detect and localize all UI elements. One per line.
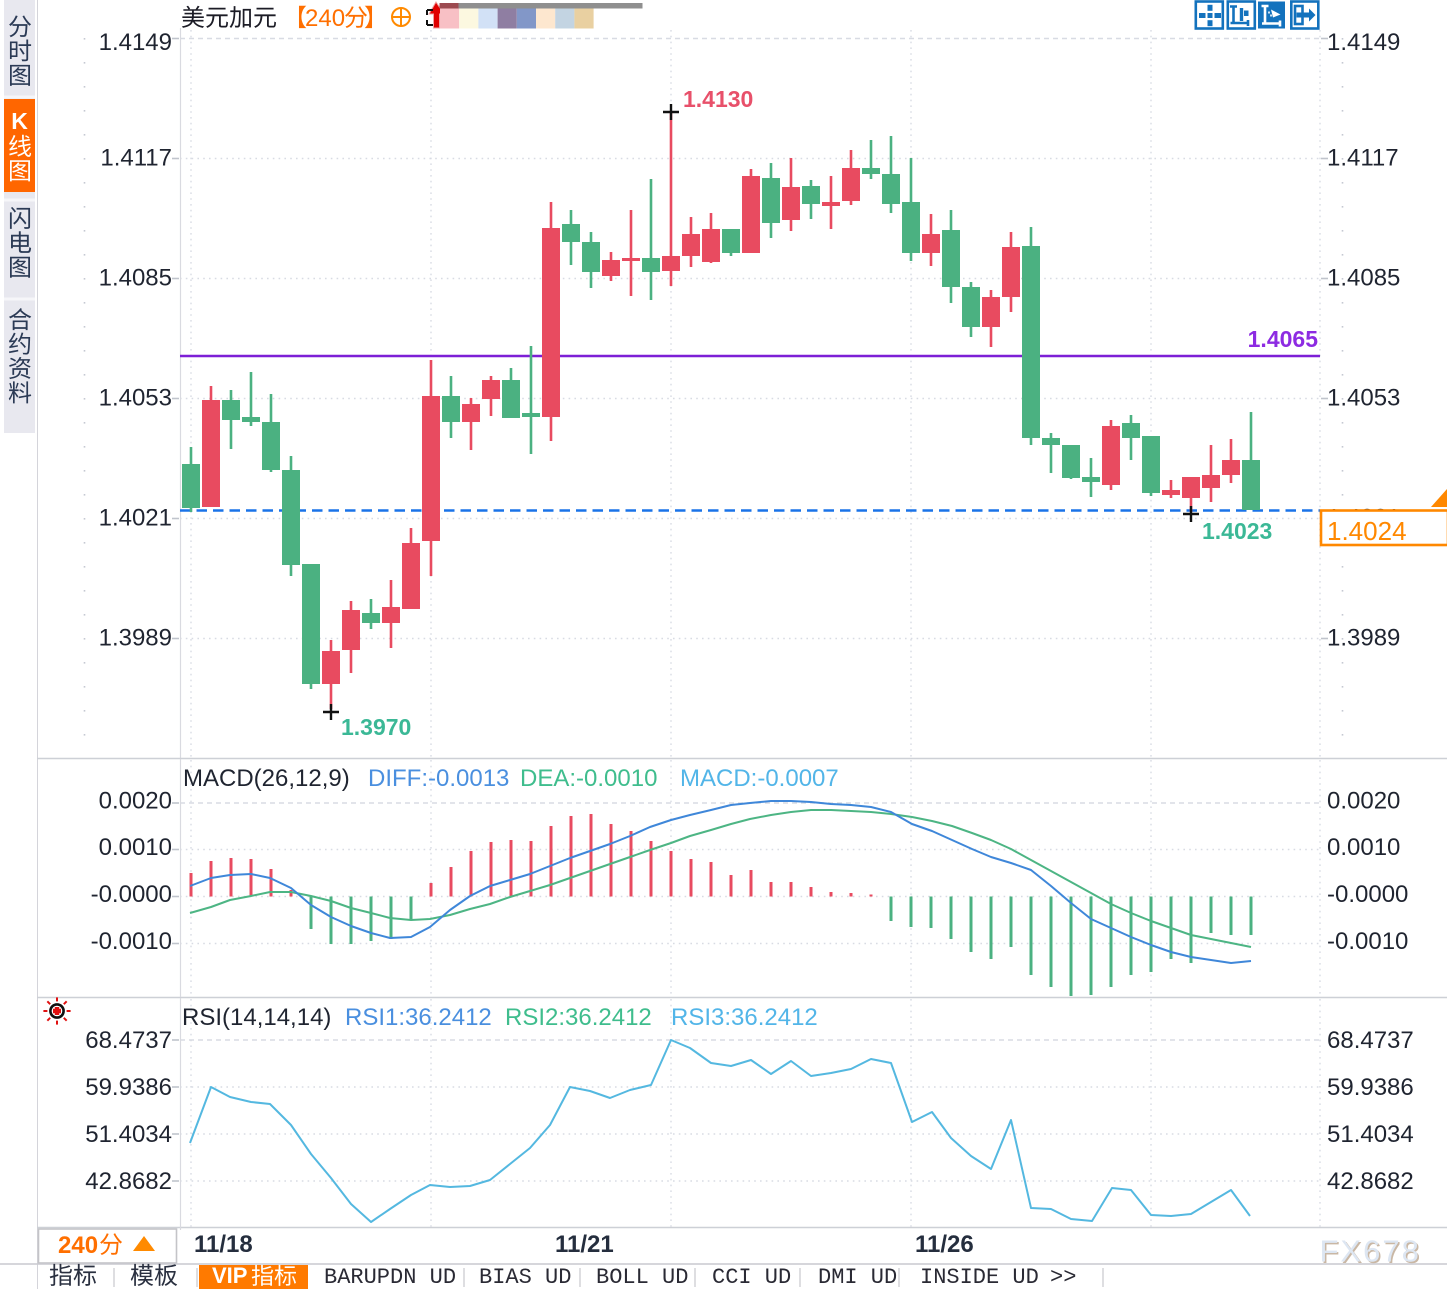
svg-text:0.0020: 0.0020 (99, 788, 172, 815)
svg-text:>>: >> (1050, 1265, 1076, 1289)
svg-text:1.4023: 1.4023 (1202, 518, 1272, 544)
svg-text:51.4034: 51.4034 (85, 1121, 172, 1148)
svg-text:51.4034: 51.4034 (1327, 1121, 1414, 1148)
svg-text:-0.0010: -0.0010 (91, 928, 172, 955)
svg-text:CCI UD: CCI UD (712, 1265, 791, 1289)
svg-text:42.8682: 42.8682 (1327, 1168, 1414, 1195)
svg-text:-0.0000: -0.0000 (91, 881, 172, 908)
svg-text:59.9386: 59.9386 (1327, 1074, 1414, 1101)
svg-text:0.0020: 0.0020 (1327, 788, 1400, 815)
svg-text:11/18: 11/18 (194, 1231, 253, 1258)
svg-text:DEA:-0.0010: DEA:-0.0010 (520, 765, 657, 792)
svg-text:1.4149: 1.4149 (99, 29, 172, 56)
svg-text:RSI1:36.2412: RSI1:36.2412 (345, 1004, 492, 1031)
svg-text:RSI3:36.2412: RSI3:36.2412 (671, 1004, 818, 1031)
svg-text:1.4117: 1.4117 (1327, 145, 1399, 172)
svg-text:240: 240 (58, 1232, 98, 1259)
svg-text:BARUPDN UD: BARUPDN UD (324, 1265, 456, 1289)
svg-text:1.4117: 1.4117 (100, 145, 172, 172)
svg-text:FX678: FX678 (1320, 1234, 1421, 1269)
svg-text:INSIDE UD: INSIDE UD (920, 1265, 1039, 1289)
svg-text:1.4024: 1.4024 (1327, 516, 1407, 546)
svg-text:1.4085: 1.4085 (99, 265, 172, 292)
svg-text:DMI UD: DMI UD (818, 1265, 897, 1289)
svg-text:68.4737: 68.4737 (85, 1027, 172, 1054)
svg-text:59.9386: 59.9386 (85, 1074, 172, 1101)
svg-text:1.4021: 1.4021 (99, 505, 172, 532)
svg-text:11/21: 11/21 (555, 1231, 614, 1258)
svg-text:42.8682: 42.8682 (85, 1168, 172, 1195)
svg-text:1.4130: 1.4130 (683, 86, 753, 112)
svg-text:1.3989: 1.3989 (1327, 625, 1400, 652)
svg-text:K: K (11, 108, 28, 134)
svg-text:BIAS UD: BIAS UD (479, 1265, 571, 1289)
svg-text:BOLL UD: BOLL UD (596, 1265, 688, 1289)
svg-text:-0.0010: -0.0010 (1327, 928, 1408, 955)
svg-text:1.4149: 1.4149 (1327, 29, 1400, 56)
svg-text:1.4085: 1.4085 (1327, 265, 1400, 292)
svg-text:0.0010: 0.0010 (99, 834, 172, 861)
svg-text:0.0010: 0.0010 (1327, 834, 1400, 861)
svg-text:1.4053: 1.4053 (99, 385, 172, 412)
svg-text:11/26: 11/26 (915, 1231, 974, 1258)
svg-text:RSI(14,14,14): RSI(14,14,14) (182, 1004, 331, 1031)
svg-text:240: 240 (305, 5, 345, 32)
svg-text:MACD(26,12,9): MACD(26,12,9) (183, 765, 350, 792)
svg-text:MACD:-0.0007: MACD:-0.0007 (680, 765, 839, 792)
svg-text:VIP: VIP (212, 1263, 247, 1288)
svg-text:RSI2:36.2412: RSI2:36.2412 (505, 1004, 652, 1031)
svg-text:DIFF:-0.0013: DIFF:-0.0013 (368, 765, 509, 792)
svg-text:1.4053: 1.4053 (1327, 385, 1400, 412)
svg-text:1.4065: 1.4065 (1248, 326, 1319, 352)
svg-text:1.3989: 1.3989 (99, 625, 172, 652)
svg-text:1.3970: 1.3970 (341, 714, 411, 740)
svg-text:-0.0000: -0.0000 (1327, 881, 1408, 908)
svg-text:68.4737: 68.4737 (1327, 1027, 1414, 1054)
